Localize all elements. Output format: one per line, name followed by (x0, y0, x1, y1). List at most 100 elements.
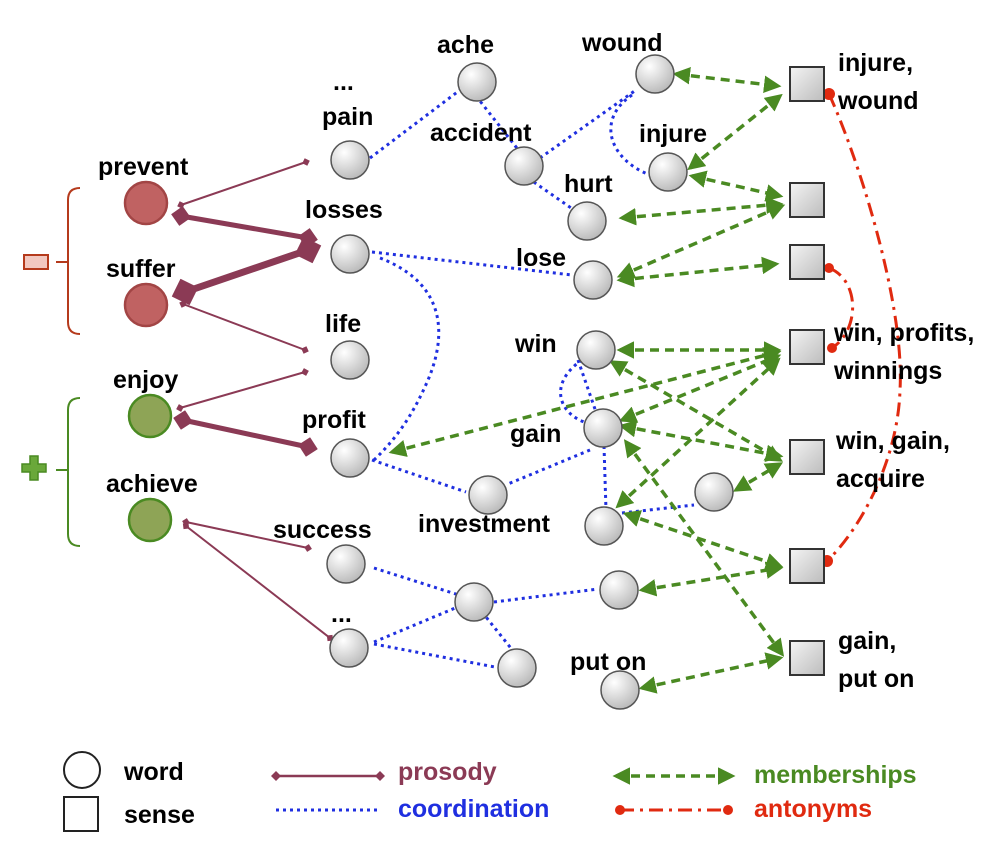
legend-antonyms-dot-right (723, 805, 733, 815)
legend-sense-icon (63, 796, 99, 832)
word-node-gain (583, 408, 623, 448)
sense-label-gain-put-on-1: gain, (838, 627, 896, 655)
coordination-link (621, 503, 695, 515)
label-enjoy: enjoy (113, 366, 178, 394)
word-node-ache (457, 62, 497, 102)
word-node-unlabeled-4 (599, 570, 639, 610)
word-node-losses (330, 234, 370, 274)
coordination-link (493, 587, 599, 604)
word-node-unlabeled-2 (584, 506, 624, 546)
coordination-link (507, 448, 591, 486)
label-ellipsis-bottom: ... (331, 600, 352, 628)
coordination-link (527, 176, 575, 212)
word-node-enjoy (127, 393, 173, 439)
word-node-unlabeled-3 (454, 582, 494, 622)
label-lose: lose (516, 244, 566, 272)
membership-link (616, 256, 780, 288)
word-node-life (330, 340, 370, 380)
membership-link (688, 170, 784, 202)
legend-memberships-label: memberships (754, 761, 917, 789)
label-pain: pain (322, 103, 373, 131)
word-node-investment (468, 475, 508, 515)
positive-sign (21, 455, 47, 481)
label-prevent: prevent (98, 153, 189, 181)
label-success: success (273, 516, 372, 544)
membership-link (732, 462, 784, 492)
coordination-link (371, 250, 573, 277)
sense-node-win-gain (789, 439, 825, 475)
label-losses: losses (305, 196, 383, 224)
legend-word-icon (63, 751, 101, 789)
membership-link (608, 360, 784, 462)
coordination-link (480, 611, 516, 653)
coordination-link (373, 604, 461, 644)
word-node-ellipsis-bottom (329, 628, 369, 668)
word-node-success (326, 544, 366, 584)
word-node-accident (504, 146, 544, 186)
coordination-link (539, 88, 637, 160)
membership-link (687, 93, 783, 171)
word-node-unlabeled-1 (694, 472, 734, 512)
legend-word-label: word (123, 758, 184, 786)
label-investment: investment (418, 510, 551, 538)
membership-link (388, 347, 782, 457)
membership-link (672, 66, 782, 94)
antonym-endpoint (824, 263, 834, 273)
sense-node-2 (789, 182, 825, 218)
sense-node-win-profits (789, 329, 825, 365)
label-ache: ache (437, 31, 494, 59)
sense-label-win-gain-2: acquire (836, 465, 925, 493)
sense-label-gain-put-on-2: put on (838, 665, 914, 693)
word-node-injure (648, 152, 688, 192)
label-achieve: achieve (106, 470, 198, 498)
antonym-link (825, 93, 902, 563)
word-node-profit (330, 438, 370, 478)
legend-coordination-label: coordination (398, 795, 549, 823)
negative-sign (23, 254, 49, 270)
membership-link (623, 439, 785, 657)
legend-sense-label: sense (124, 801, 195, 829)
coordination-link (602, 445, 608, 511)
coordination-link (474, 95, 522, 153)
word-node-lose (573, 260, 613, 300)
sense-label-win-profits-1: win, profits, (833, 319, 974, 347)
word-node-unlabeled-5 (497, 648, 537, 688)
label-ellipsis-top: ... (333, 68, 354, 96)
antonym-links (825, 93, 902, 563)
label-wound: wound (581, 29, 663, 57)
prosody-link (182, 522, 334, 642)
prosody-link (176, 368, 309, 412)
legend-antonyms-label: antonyms (754, 795, 872, 823)
word-node-prevent (123, 180, 169, 226)
word-node-wound (635, 54, 675, 94)
label-win: win (514, 330, 557, 358)
coordination-link (373, 566, 463, 598)
membership-link (638, 561, 784, 597)
sense-label-injure-wound-2: wound (837, 87, 919, 115)
label-suffer: suffer (106, 255, 176, 283)
word-node-suffer (123, 282, 169, 328)
prosody-link (173, 410, 318, 457)
label-gain: gain (510, 420, 561, 448)
antonym-endpoint (823, 88, 835, 100)
prosody-link (171, 236, 322, 306)
sense-node-3 (789, 244, 825, 280)
membership-link (622, 510, 784, 570)
legend-antonyms-dot-left (615, 805, 625, 815)
sense-label-win-profits-2: winnings (833, 357, 942, 385)
membership-link (618, 196, 784, 226)
membership-link (638, 652, 784, 694)
positive-bracket (56, 397, 81, 547)
antonym-endpoint (827, 343, 837, 353)
sense-node-6 (789, 548, 825, 584)
membership-links (388, 66, 786, 694)
word-node-put-on (600, 670, 640, 710)
coordination-link (609, 93, 651, 177)
sense-node-injure-wound (789, 66, 825, 102)
coordination-link (373, 642, 501, 670)
prosody-link (171, 206, 318, 248)
coordination-link (369, 88, 461, 160)
label-hurt: hurt (564, 170, 613, 198)
